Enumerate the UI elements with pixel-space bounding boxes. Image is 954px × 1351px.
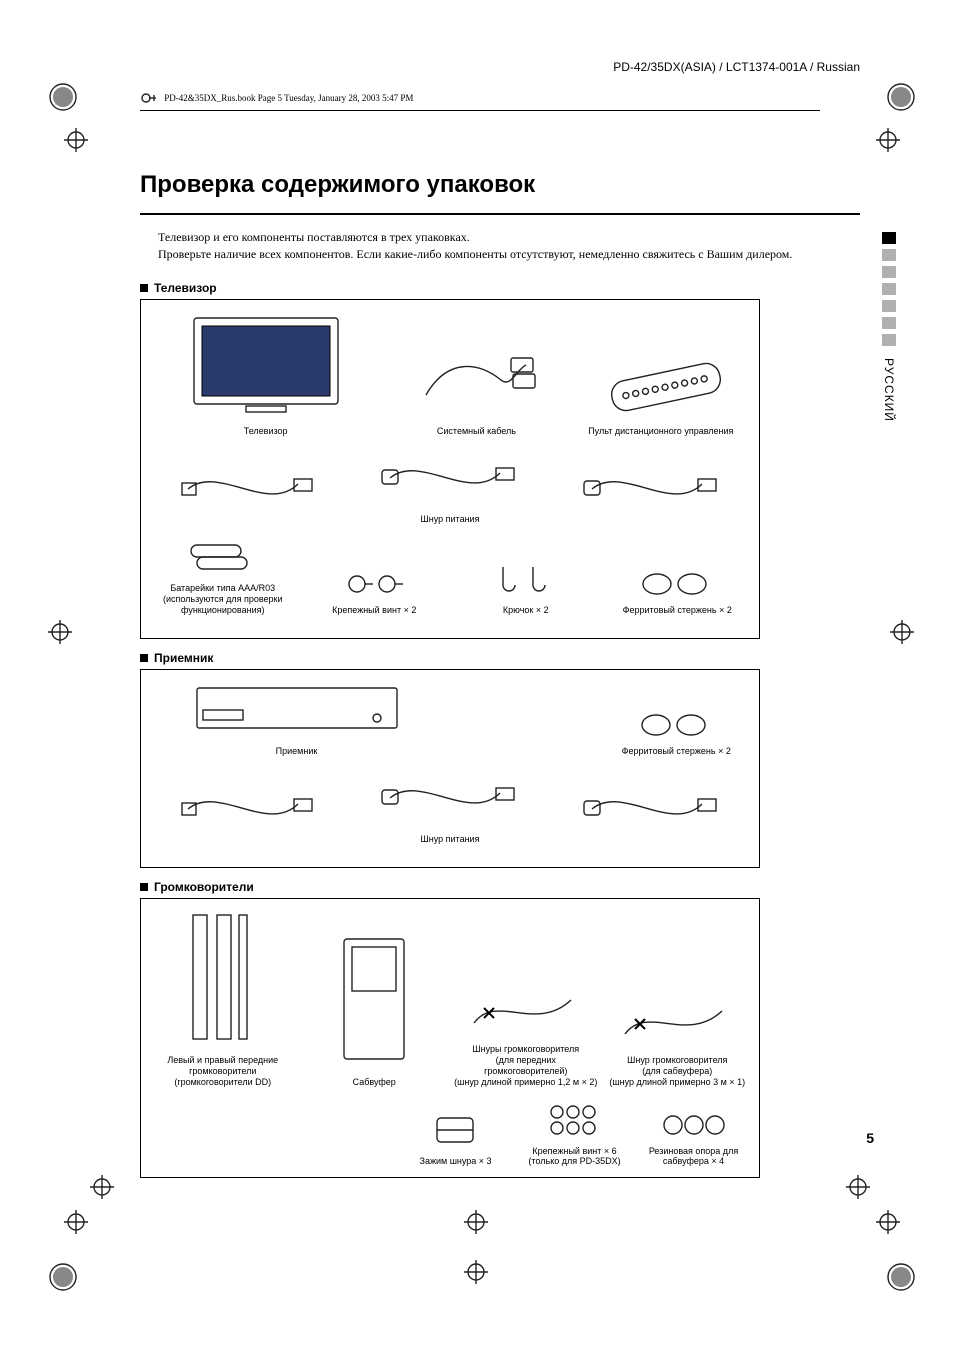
clamp-label: Зажим шнура × 3	[420, 1156, 492, 1167]
hook-label: Крючок × 2	[503, 605, 549, 616]
sub-cable-l2: (для сабвуфера)	[642, 1066, 712, 1077]
plug-f-icon	[582, 779, 722, 839]
batteries-l3: функционирования)	[181, 605, 264, 616]
page-content: PD-42/35DX(ASIA) / LCT1374-001A / Russia…	[140, 60, 860, 1178]
sub-cable-l1: Шнур громкоговорителя	[627, 1055, 727, 1066]
section-title-tv: Телевизор	[154, 281, 217, 295]
bullet-icon	[140, 883, 148, 891]
plug-e-icon	[380, 768, 520, 828]
page-title: Проверка содержимого упаковок	[140, 171, 860, 199]
sp-cable-l2: (для передних громкоговорителей)	[454, 1055, 598, 1077]
panel-tv: Телевизор Системный кабель	[140, 299, 760, 639]
reg-mark-bc	[464, 1210, 488, 1239]
power-cord2-label: Шнур питания	[421, 834, 480, 845]
book-line-text: PD-42&35DX_Rus.book Page 5 Tuesday, Janu…	[164, 93, 413, 103]
bullet-icon	[140, 284, 148, 292]
language-label: РУССКИЙ	[882, 358, 896, 422]
reg-mark-ml	[48, 620, 72, 649]
intro-text: Телевизор и его компоненты поставляются …	[158, 229, 860, 263]
book-line: PD-42&35DX_Rus.book Page 5 Tuesday, Janu…	[140, 92, 860, 111]
sp-cable-l3: (шнур длиной примерно 1,2 м × 2)	[454, 1077, 597, 1088]
cushion-l2: сабвуфера × 4	[663, 1156, 724, 1167]
batteries-icon	[183, 537, 263, 577]
sp-cable-icon	[466, 988, 586, 1038]
remote-icon	[591, 350, 731, 420]
batteries-l1: Батарейки типа AAA/R03	[170, 583, 275, 594]
tv-label: Телевизор	[244, 426, 288, 437]
power-cord-label: Шнур питания	[421, 514, 480, 525]
crop-mark-bottom-right	[884, 1260, 918, 1299]
sub-cable-l3: (шнур длиной примерно 3 м × 1)	[609, 1077, 745, 1088]
tv-icon	[186, 310, 346, 420]
reg-mark-br2	[846, 1175, 870, 1204]
receiver-icon	[187, 680, 407, 740]
section-head-speakers: Громковорители	[140, 880, 860, 894]
plug-d-icon	[178, 779, 318, 839]
screws-icon	[339, 569, 409, 599]
batteries-l2: (используются для проверки	[163, 594, 283, 605]
reg-mark-tr	[876, 128, 900, 157]
plug-a-icon	[178, 459, 318, 519]
fronts-l1: Левый и правый передние	[167, 1055, 278, 1066]
ferrite-icon	[637, 569, 717, 599]
ferrite2-icon	[636, 710, 716, 740]
reg-mark-br	[876, 1210, 900, 1239]
clamp-icon	[431, 1110, 481, 1150]
receiver-label: Приемник	[276, 746, 318, 757]
intro-line2: Проверьте наличие всех компонентов. Если…	[158, 246, 860, 263]
reg-mark-bl2	[90, 1175, 114, 1204]
doc-header: PD-42/35DX(ASIA) / LCT1374-001A / Russia…	[140, 60, 860, 74]
pin-icon	[140, 92, 156, 106]
bullet-icon	[140, 654, 148, 662]
subwoofer-icon	[334, 931, 414, 1071]
reg-mark-tl	[64, 128, 88, 157]
screws6-icon	[545, 1100, 605, 1140]
side-index-bars	[882, 232, 896, 346]
reg-mark-bl	[64, 1210, 88, 1239]
remote-label-l1: Пульт дистанционного управления	[588, 426, 733, 437]
section-title-receiver: Приемник	[154, 651, 213, 665]
reg-mark-mr	[890, 620, 914, 649]
hooks-icon	[491, 559, 561, 599]
page-number: 5	[866, 1130, 874, 1146]
screw6-l2: (только для PD-35DX)	[528, 1156, 620, 1167]
crop-mark-bottom-left	[46, 1260, 80, 1299]
section-head-receiver: Приемник	[140, 651, 860, 665]
plug-b-icon	[380, 448, 520, 508]
crop-mark-top-right	[884, 80, 918, 119]
cushion-icon	[659, 1110, 729, 1140]
fronts-l3: (громкоговорители DD)	[174, 1077, 271, 1088]
sub-cable-icon	[617, 999, 737, 1049]
screw-label: Крепежный винт × 2	[332, 605, 416, 616]
system-cable-label: Системный кабель	[437, 426, 516, 437]
cushion-l1: Резиновая опора для	[649, 1146, 738, 1157]
plug-c-icon	[582, 459, 722, 519]
sp-cable-l1: Шнуры громкоговорителя	[472, 1044, 579, 1055]
screw6-l1: Крепежный винт × 6	[532, 1146, 616, 1157]
panel-speakers: Левый и правый передние громковорители (…	[140, 898, 760, 1178]
intro-line1: Телевизор и его компоненты поставляются …	[158, 229, 860, 246]
sub-label: Сабвуфер	[353, 1077, 396, 1088]
system-cable-icon	[416, 340, 536, 420]
reg-mark-bc2	[464, 1260, 488, 1289]
fronts-l2: громковорители	[189, 1066, 256, 1077]
ferrite-label: Ферритовый стержень × 2	[623, 605, 732, 616]
section-head-tv: Телевизор	[140, 281, 860, 295]
crop-mark-top-left	[46, 80, 80, 119]
panel-receiver: Приемник Ферритовый стержень × 2 Шнур	[140, 669, 760, 869]
title-rule	[140, 213, 860, 215]
front-speakers-icon	[183, 909, 263, 1049]
section-title-speakers: Громковорители	[154, 880, 254, 894]
ferrite2-label: Ферритовый стержень × 2	[622, 746, 731, 757]
